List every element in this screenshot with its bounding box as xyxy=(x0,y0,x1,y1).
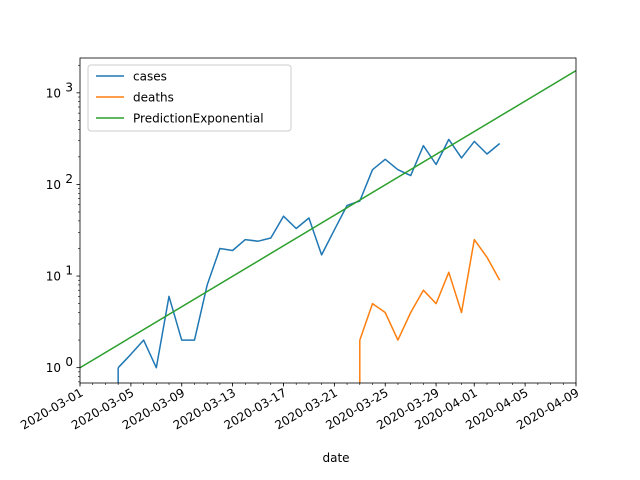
y-tick-label: 10 xyxy=(46,178,61,192)
series-deaths xyxy=(359,238,501,383)
y-tick-exponent: 0 xyxy=(65,355,73,369)
x-axis-title: date xyxy=(322,451,349,465)
legend-entry-deaths: deaths xyxy=(96,91,174,105)
y-tick-label: 10 xyxy=(46,270,61,284)
legend-entry-cases: cases xyxy=(96,70,167,84)
legend-label: cases xyxy=(133,70,167,84)
legend-box xyxy=(87,64,292,132)
legend: cases deaths PredictionExponential xyxy=(87,64,292,132)
y-tick-label: 10 xyxy=(46,86,61,100)
series-layer xyxy=(80,69,576,383)
y-tick-label: 10 xyxy=(46,361,61,375)
series-cases xyxy=(117,138,501,383)
plot-frame xyxy=(79,57,577,384)
series-line-PredictionExponential xyxy=(80,69,576,369)
series-line-cases xyxy=(117,138,501,369)
legend-label: PredictionExponential xyxy=(133,112,264,126)
series-line-deaths xyxy=(359,238,501,341)
y-axis: 10 0 10 1 10 2 10 3 xyxy=(46,64,80,383)
legend-entry-PredictionExponential: PredictionExponential xyxy=(96,112,264,126)
y-tick-exponent: 2 xyxy=(65,172,73,186)
y-tick-exponent: 1 xyxy=(65,264,73,278)
legend-label: deaths xyxy=(133,91,174,105)
y-tick-exponent: 3 xyxy=(65,80,73,94)
